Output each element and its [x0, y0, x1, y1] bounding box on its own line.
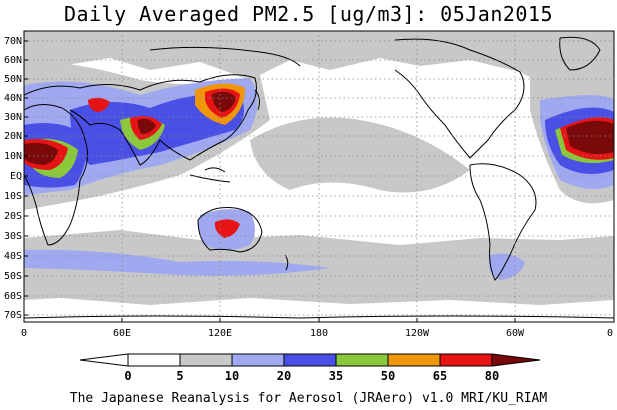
lon-label: 120E — [208, 328, 232, 339]
colorbar-segment-35-50 — [336, 354, 388, 366]
lat-label: 30S — [4, 231, 22, 242]
colorbar-min-arrow — [80, 354, 128, 366]
colorbar-segment-5-10 — [180, 354, 232, 366]
lat-label: 50S — [4, 271, 22, 282]
colorbar-label: 65 — [433, 369, 447, 383]
lon-label: 180 — [310, 328, 328, 339]
lat-label: 40S — [4, 251, 22, 262]
lat-label: EQ — [10, 171, 22, 182]
colorbar-segment-65-80 — [440, 354, 492, 366]
colorbar-label: 80 — [485, 369, 499, 383]
colorbar-segment-10-20 — [232, 354, 284, 366]
colorbar-label: 0 — [124, 369, 131, 383]
lat-label: 60S — [4, 291, 22, 302]
colorbar-label: 50 — [381, 369, 395, 383]
data-credit: The Japanese Reanalysis for Aerosol (JRA… — [0, 390, 617, 408]
lat-label: 70S — [4, 310, 22, 321]
lat-label: 30N — [4, 112, 22, 123]
lat-label: 20S — [4, 211, 22, 222]
colorbar-label: 35 — [329, 369, 343, 383]
colorbar-label: 5 — [176, 369, 183, 383]
colorbar-segment-20-35 — [284, 354, 336, 366]
lat-labels: 70N 60N 50N 40N 30N 20N 10N EQ 10S 20S 3… — [4, 36, 22, 321]
lat-label: 60N — [4, 55, 22, 66]
lon-labels: 0 60E 120E 180 120W 60W 0 — [21, 328, 613, 339]
colorbar-label: 20 — [277, 369, 291, 383]
lat-label: 10N — [4, 151, 22, 162]
colorbar-segment-0-5 — [128, 354, 180, 366]
colorbar-max-arrow — [492, 354, 540, 366]
colorbar-label: 10 — [225, 369, 239, 383]
lat-label: 20N — [4, 131, 22, 142]
lat-label: 10S — [4, 191, 22, 202]
lat-label: 50N — [4, 74, 22, 85]
colorbar-labels: 0 5 10 20 35 50 65 80 — [124, 369, 499, 383]
lon-label: 60E — [113, 328, 131, 339]
lon-label: 120W — [405, 328, 430, 339]
colorbar-segment-50-65 — [388, 354, 440, 366]
lat-label: 40N — [4, 93, 22, 104]
lat-label: 70N — [4, 36, 22, 47]
lon-label: 0 — [21, 328, 27, 339]
lon-label: 60W — [506, 328, 525, 339]
lon-label: 0 — [607, 328, 613, 339]
colorbar — [80, 354, 540, 366]
